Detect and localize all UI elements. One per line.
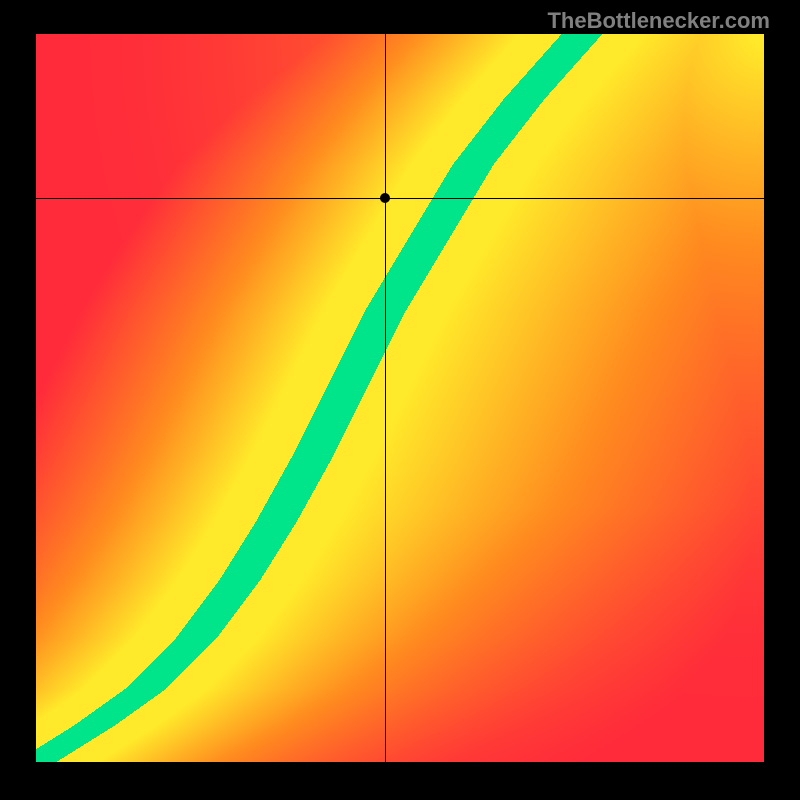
crosshair-horizontal — [36, 198, 764, 199]
marker-dot — [380, 193, 390, 203]
watermark-text: TheBottlenecker.com — [547, 8, 770, 34]
plot-area — [36, 34, 764, 762]
heatmap-canvas — [36, 34, 764, 762]
crosshair-vertical — [385, 34, 386, 762]
